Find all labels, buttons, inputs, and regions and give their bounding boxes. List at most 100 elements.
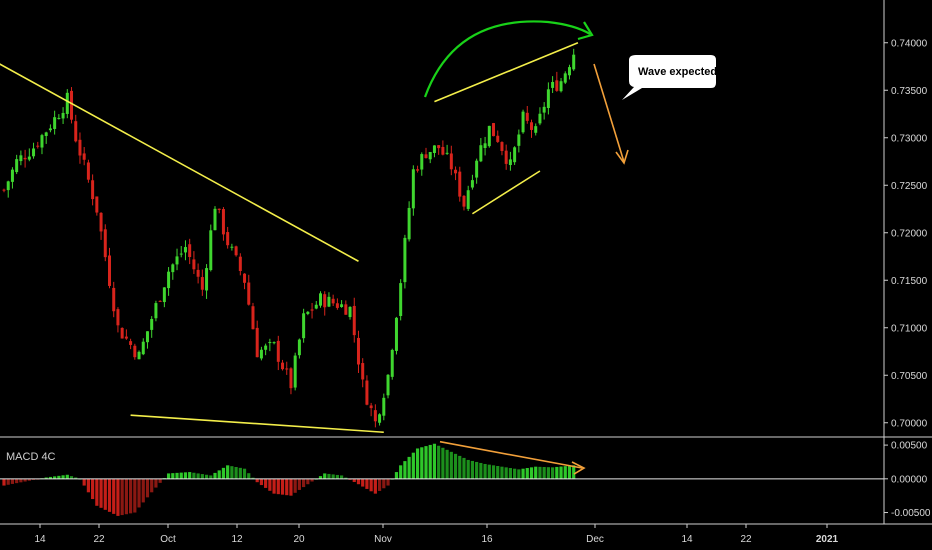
candle[interactable] <box>310 302 314 319</box>
candle[interactable] <box>53 110 57 135</box>
candle[interactable] <box>209 224 213 272</box>
macd-pane[interactable] <box>0 443 884 516</box>
macd-bar[interactable] <box>513 468 517 479</box>
macd-bar[interactable] <box>196 473 200 479</box>
candle[interactable] <box>281 359 285 371</box>
candle[interactable] <box>234 245 238 257</box>
macd-bar[interactable] <box>86 478 90 493</box>
macd-bar[interactable] <box>356 478 361 485</box>
macd-bar[interactable] <box>221 467 226 479</box>
candle[interactable] <box>449 145 453 176</box>
candle[interactable] <box>200 269 204 296</box>
macd-bar[interactable] <box>2 478 6 486</box>
candle[interactable] <box>2 188 6 193</box>
candle[interactable] <box>150 316 154 338</box>
macd-bar[interactable] <box>217 470 221 479</box>
candle[interactable] <box>369 402 373 417</box>
macd-bar[interactable] <box>335 474 339 479</box>
macd-bar[interactable] <box>361 478 365 487</box>
macd-bar[interactable] <box>487 464 491 479</box>
macd-bar[interactable] <box>504 467 508 479</box>
macd-bar[interactable] <box>107 478 112 512</box>
candle[interactable] <box>154 300 158 322</box>
candle[interactable] <box>293 352 297 391</box>
macd-bar[interactable] <box>323 473 327 479</box>
candle[interactable] <box>36 141 40 149</box>
candle[interactable] <box>445 144 449 155</box>
macd-bar[interactable] <box>306 478 310 485</box>
candle[interactable] <box>120 327 124 339</box>
macd-bar[interactable] <box>15 478 19 484</box>
candle[interactable] <box>475 158 479 184</box>
candle[interactable] <box>19 150 23 166</box>
candle[interactable] <box>373 404 377 428</box>
macd-bar[interactable] <box>6 478 10 485</box>
macd-bar[interactable] <box>112 478 116 514</box>
macd-bar[interactable] <box>352 478 356 483</box>
candle[interactable] <box>133 343 137 360</box>
macd-bar[interactable] <box>491 465 496 479</box>
macd-bar[interactable] <box>529 467 534 479</box>
macd-bar[interactable] <box>158 478 162 483</box>
candle[interactable] <box>221 207 225 241</box>
macd-bar[interactable] <box>462 457 466 479</box>
candle[interactable] <box>61 107 65 124</box>
candle[interactable] <box>217 208 221 214</box>
candle[interactable] <box>247 274 251 306</box>
candle[interactable] <box>521 109 525 134</box>
macd-bar[interactable] <box>129 478 133 514</box>
macd-bar[interactable] <box>555 466 559 479</box>
candle[interactable] <box>551 76 555 93</box>
candle[interactable] <box>530 119 533 138</box>
candle[interactable] <box>572 48 576 71</box>
macd-bar[interactable] <box>542 467 546 479</box>
candle[interactable] <box>238 253 242 276</box>
candle[interactable] <box>458 166 462 202</box>
macd-bar[interactable] <box>133 478 137 513</box>
macd-bar[interactable] <box>340 475 344 479</box>
candle[interactable] <box>470 174 474 190</box>
candle[interactable] <box>116 307 120 333</box>
macd-bar[interactable] <box>483 463 487 479</box>
macd-bar[interactable] <box>348 478 352 480</box>
macd-bar[interactable] <box>103 478 107 510</box>
candle[interactable] <box>361 358 365 388</box>
candle[interactable] <box>226 226 230 249</box>
candle[interactable] <box>103 224 107 262</box>
macd-bar[interactable] <box>394 472 399 479</box>
candle[interactable] <box>352 297 356 343</box>
candle[interactable] <box>285 361 289 375</box>
candle[interactable] <box>302 308 306 343</box>
macd-bar[interactable] <box>91 478 95 500</box>
candle[interactable] <box>314 300 318 310</box>
candle[interactable] <box>44 131 48 144</box>
macd-bar[interactable] <box>551 467 555 479</box>
macd-bar[interactable] <box>377 478 382 491</box>
macd-bar[interactable] <box>534 466 538 479</box>
macd-bar[interactable] <box>251 477 255 479</box>
candle[interactable] <box>555 71 559 92</box>
macd-bar[interactable] <box>500 466 504 479</box>
macd-bar[interactable] <box>82 478 86 486</box>
macd-bar[interactable] <box>344 477 348 479</box>
macd-bar[interactable] <box>546 467 550 479</box>
macd-bar[interactable] <box>453 453 458 479</box>
price-pane[interactable] <box>2 48 576 428</box>
candle[interactable] <box>420 152 424 176</box>
candle[interactable] <box>259 346 263 361</box>
macd-bar[interactable] <box>373 478 377 494</box>
candle[interactable] <box>335 298 339 310</box>
candle[interactable] <box>356 330 360 373</box>
candle[interactable] <box>462 195 466 211</box>
candle[interactable] <box>289 367 293 395</box>
macd-bar[interactable] <box>479 462 483 479</box>
candle[interactable] <box>162 287 166 308</box>
macd-bar[interactable] <box>420 447 424 479</box>
candle[interactable] <box>124 329 128 340</box>
macd-bar[interactable] <box>399 465 403 479</box>
macd-bar[interactable] <box>44 477 48 479</box>
macd-bar[interactable] <box>559 466 563 479</box>
candle[interactable] <box>517 129 521 153</box>
candle[interactable] <box>344 300 348 315</box>
candle[interactable] <box>65 89 69 119</box>
